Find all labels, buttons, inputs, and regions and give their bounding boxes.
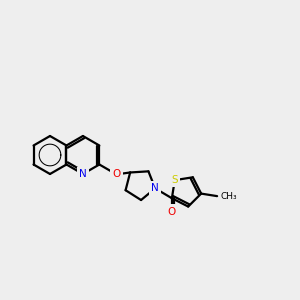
Text: O: O [168, 206, 176, 217]
Text: S: S [171, 175, 178, 185]
Text: O: O [112, 169, 121, 179]
Text: N: N [151, 183, 159, 194]
Text: N: N [79, 169, 87, 179]
Text: CH₃: CH₃ [220, 192, 237, 201]
